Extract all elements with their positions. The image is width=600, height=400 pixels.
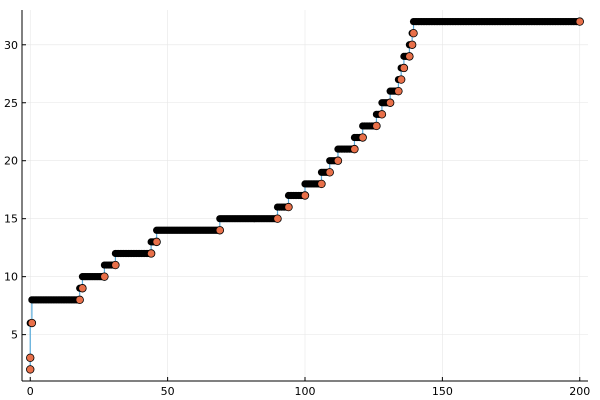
accent-point (26, 365, 35, 374)
accent-point (396, 75, 406, 84)
tick-labels: 0 50 100 150 200 5 10 15 20 25 30 (4, 39, 590, 398)
y-tick-label: 10 (4, 271, 18, 284)
axes (21, 10, 588, 382)
accent-point (152, 237, 161, 247)
accent-point (405, 52, 414, 61)
accent-point (377, 110, 387, 119)
x-tick-label: 0 (27, 385, 34, 398)
accent-point (385, 98, 395, 107)
accent-point (26, 353, 35, 363)
accent-point (358, 133, 367, 142)
accent-point (407, 40, 417, 49)
accent-point (399, 63, 409, 73)
y-tick-label: 25 (4, 97, 18, 110)
accent-point (317, 179, 326, 189)
accent-points (26, 17, 584, 374)
accent-point (325, 168, 334, 177)
x-tick-label: 150 (432, 385, 453, 398)
accent-point (284, 202, 293, 212)
x-tick-label: 100 (295, 385, 316, 398)
accent-point (27, 318, 37, 328)
accent-point (78, 284, 87, 293)
y-tick-label: 30 (4, 39, 18, 52)
accent-point (409, 28, 418, 38)
accent-point (215, 226, 225, 235)
accent-point (350, 144, 359, 154)
accent-point (75, 295, 84, 305)
y-tick-label: 15 (4, 213, 18, 226)
grid (22, 10, 588, 381)
accent-point (333, 156, 343, 165)
accent-point (300, 191, 310, 200)
y-tick-label: 20 (4, 155, 18, 168)
accent-point (575, 17, 584, 26)
accent-point (273, 214, 282, 223)
accent-point (111, 260, 120, 270)
accent-point (100, 272, 109, 281)
x-tick-label: 200 (569, 385, 590, 398)
accent-point (372, 121, 381, 131)
accent-point (146, 249, 156, 258)
y-tick-label: 5 (11, 329, 18, 342)
accent-point (394, 86, 403, 96)
x-tick-label: 50 (161, 385, 175, 398)
